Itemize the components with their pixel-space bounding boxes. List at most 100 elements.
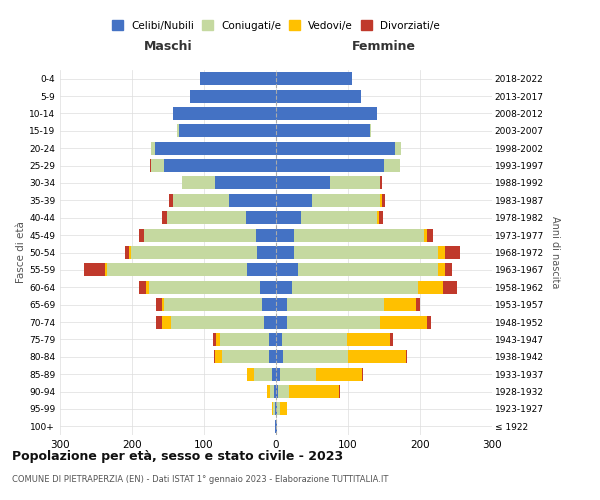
Bar — [276, 316, 427, 328]
Bar — [276, 142, 401, 154]
Bar — [276, 333, 347, 346]
Bar — [173, 194, 276, 207]
Bar — [276, 142, 401, 154]
Bar — [276, 298, 420, 311]
Bar — [275, 402, 276, 415]
Bar — [276, 298, 416, 311]
Bar — [190, 90, 276, 102]
Text: Popolazione per età, sesso e stato civile - 2023: Popolazione per età, sesso e stato civil… — [12, 450, 343, 463]
Bar — [190, 90, 276, 102]
Bar — [274, 385, 276, 398]
Bar — [276, 211, 379, 224]
Bar — [276, 107, 377, 120]
Bar — [276, 90, 361, 102]
Bar — [276, 350, 283, 364]
Bar — [164, 159, 276, 172]
Bar — [275, 420, 276, 433]
Bar — [276, 280, 457, 294]
Bar — [173, 107, 276, 120]
Bar — [144, 228, 276, 241]
Bar — [178, 124, 276, 138]
Bar — [272, 368, 276, 380]
Bar — [276, 159, 400, 172]
Bar — [276, 90, 361, 102]
Bar — [276, 176, 380, 190]
Bar — [151, 142, 276, 154]
Bar — [173, 194, 276, 207]
Legend: Celibi/Nubili, Coniugati/e, Vedovi/e, Divorziati/e: Celibi/Nubili, Coniugati/e, Vedovi/e, Di… — [112, 20, 440, 30]
Bar — [247, 368, 276, 380]
Bar — [212, 333, 276, 346]
Bar — [215, 176, 276, 190]
Bar — [246, 211, 276, 224]
Bar — [276, 246, 460, 259]
Bar — [200, 72, 276, 85]
Bar — [164, 298, 276, 311]
Bar — [276, 402, 287, 415]
Bar — [276, 280, 443, 294]
Bar — [200, 72, 276, 85]
Bar — [169, 194, 276, 207]
Bar — [276, 264, 452, 276]
Bar — [162, 316, 276, 328]
Bar — [276, 420, 277, 433]
Bar — [266, 385, 276, 398]
Bar — [173, 107, 276, 120]
Bar — [276, 385, 340, 398]
Bar — [276, 211, 301, 224]
Bar — [139, 228, 276, 241]
Y-axis label: Fasce di età: Fasce di età — [16, 222, 26, 284]
Bar — [276, 316, 380, 328]
Bar — [260, 280, 276, 294]
Bar — [256, 228, 276, 241]
Bar — [276, 194, 312, 207]
Bar — [149, 280, 276, 294]
Bar — [214, 350, 276, 364]
Bar — [276, 72, 352, 85]
Bar — [266, 385, 276, 398]
Bar — [276, 72, 352, 85]
Bar — [275, 420, 276, 433]
Bar — [276, 420, 277, 433]
Bar — [276, 72, 352, 85]
Bar — [84, 264, 276, 276]
Bar — [276, 246, 294, 259]
Bar — [107, 264, 276, 276]
Bar — [171, 316, 276, 328]
Bar — [182, 176, 276, 190]
Y-axis label: Anni di nascita: Anni di nascita — [550, 216, 560, 288]
Bar — [125, 246, 276, 259]
Bar — [276, 72, 352, 85]
Bar — [276, 176, 382, 190]
Bar — [275, 420, 276, 433]
Bar — [276, 107, 377, 120]
Bar — [276, 298, 287, 311]
Bar — [276, 264, 298, 276]
Bar — [276, 211, 377, 224]
Bar — [167, 211, 276, 224]
Bar — [276, 420, 277, 433]
Bar — [276, 385, 278, 398]
Bar — [276, 194, 385, 207]
Bar — [151, 142, 276, 154]
Bar — [157, 316, 276, 328]
Bar — [276, 280, 418, 294]
Bar — [276, 142, 395, 154]
Bar — [272, 402, 276, 415]
Bar — [276, 176, 330, 190]
Bar — [276, 176, 380, 190]
Bar — [247, 264, 276, 276]
Bar — [275, 420, 276, 433]
Bar — [276, 264, 438, 276]
Bar — [276, 107, 377, 120]
Bar — [262, 298, 276, 311]
Bar — [276, 107, 377, 120]
Bar — [222, 350, 276, 364]
Bar — [150, 159, 276, 172]
Bar — [161, 298, 276, 311]
Bar — [276, 159, 384, 172]
Bar — [276, 280, 292, 294]
Bar — [139, 280, 276, 294]
Bar — [276, 211, 383, 224]
Bar — [200, 72, 276, 85]
